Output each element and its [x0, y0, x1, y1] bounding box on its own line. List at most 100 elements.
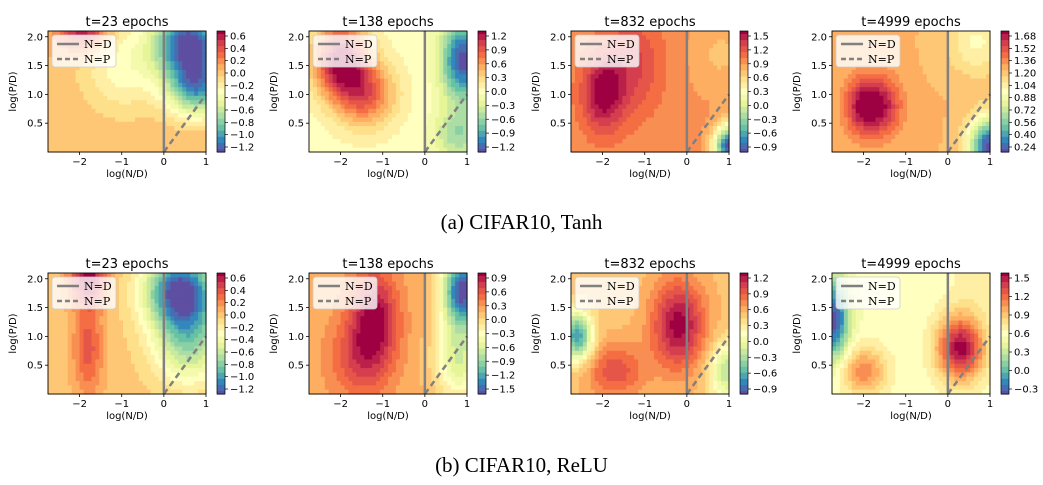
heatmap-cell — [610, 95, 616, 101]
heatmap-cell — [63, 311, 69, 317]
heatmap-cell — [875, 139, 880, 144]
heatmap-cell — [875, 143, 880, 149]
heatmap-cell — [622, 95, 627, 101]
heatmap-cell — [134, 74, 140, 80]
heatmap-cell — [942, 108, 948, 114]
heatmap-cell — [134, 61, 140, 67]
heatmap-cell — [198, 130, 203, 136]
heatmap-cell — [407, 134, 413, 140]
heatmap-cell — [986, 95, 991, 101]
heatmap-cell — [851, 121, 857, 127]
heatmap-cell — [697, 74, 702, 80]
heatmap-cell — [158, 100, 164, 106]
colorbar-tick-label: 0.6 — [491, 59, 507, 70]
heatmap-cell — [642, 52, 647, 58]
heatmap-cell — [443, 52, 448, 58]
heatmap-cell — [364, 108, 369, 114]
heatmap-cell — [602, 91, 608, 97]
heatmap-cell — [166, 39, 172, 45]
heatmap-cell — [178, 69, 183, 75]
heatmap-cell — [839, 130, 845, 136]
heatmap-cell — [966, 87, 971, 93]
heatmap-cell — [130, 147, 136, 153]
heatmap-cell — [407, 31, 413, 36]
heatmap-cell — [958, 134, 963, 140]
heatmap-cell — [634, 113, 639, 119]
heatmap-cell — [681, 130, 687, 136]
heatmap-cell — [859, 126, 865, 131]
heatmap-cell — [709, 130, 714, 136]
heatmap-cell — [681, 31, 687, 36]
heatmap-cell — [646, 39, 651, 45]
heatmap-cell — [847, 82, 853, 88]
heatmap-cell — [48, 368, 53, 373]
colorbar-segment — [1001, 46, 1009, 50]
heatmap-cell — [320, 121, 326, 127]
heatmap-cell — [630, 78, 635, 84]
heatmap-cell — [689, 35, 695, 41]
heatmap-cell — [622, 139, 627, 144]
heatmap-cell — [618, 31, 623, 36]
colorbar-segment — [740, 76, 748, 81]
heatmap-cell — [443, 48, 448, 54]
heatmap-cell — [328, 108, 334, 114]
heatmap-cell — [127, 121, 132, 127]
heatmap-cell — [419, 78, 425, 84]
heatmap-cell — [832, 87, 837, 93]
heatmap-cell — [372, 87, 377, 93]
heatmap-cell — [602, 147, 608, 153]
heatmap-cell — [618, 108, 623, 114]
heatmap-cell — [194, 61, 199, 67]
heatmap-cell — [970, 61, 975, 67]
heatmap-cell — [435, 108, 440, 114]
heatmap-cell — [63, 31, 69, 36]
heatmap-cell — [202, 143, 207, 149]
heatmap-cell — [111, 104, 116, 110]
heatmap-cell — [309, 65, 314, 71]
heatmap-cell — [119, 117, 124, 123]
heatmap-cell — [127, 65, 132, 71]
heatmap-cell — [875, 104, 880, 110]
colorbar-segment — [1001, 142, 1009, 147]
heatmap-cell — [859, 143, 865, 149]
heatmap-cell — [614, 108, 619, 114]
heatmap-cell — [127, 104, 132, 110]
heatmap-cell — [725, 52, 730, 58]
heatmap-cell — [618, 143, 623, 149]
heatmap-cell — [626, 100, 631, 106]
heatmap-cell — [146, 48, 152, 54]
heatmap-cell — [677, 108, 683, 114]
heatmap-cell — [391, 91, 397, 97]
heatmap-cell — [380, 95, 385, 101]
heatmap-cell — [51, 69, 57, 75]
heatmap-cell — [372, 130, 377, 136]
heatmap-cell — [883, 117, 888, 123]
heatmap-cell — [657, 139, 663, 144]
heatmap-cell — [463, 104, 468, 110]
heatmap-cell — [55, 372, 61, 378]
heatmap-cell — [677, 52, 683, 58]
heatmap-cell — [190, 100, 195, 106]
heatmap-cell — [693, 108, 698, 114]
heatmap-cell — [138, 95, 144, 101]
heatmap-cell — [309, 82, 314, 88]
heatmap-cell — [174, 104, 179, 110]
heatmap-cell — [336, 82, 342, 88]
heatmap-cell — [970, 95, 975, 101]
heatmap-cell — [435, 104, 440, 110]
heatmap-cell — [606, 147, 612, 153]
heatmap-cell — [895, 69, 900, 75]
colorbar-segment — [478, 61, 486, 65]
heatmap-cell — [681, 95, 687, 101]
heatmap-cell — [622, 113, 627, 119]
heatmap-cell — [681, 74, 687, 80]
heatmap-cell — [669, 143, 675, 149]
heatmap-cell — [618, 139, 623, 144]
heatmap-cell — [170, 113, 175, 119]
heatmap-cell — [415, 91, 421, 97]
heatmap-cell — [138, 117, 144, 123]
heatmap-cell — [59, 130, 65, 136]
x-tick-label: 0 — [684, 157, 690, 168]
heatmap-cell — [646, 74, 651, 80]
